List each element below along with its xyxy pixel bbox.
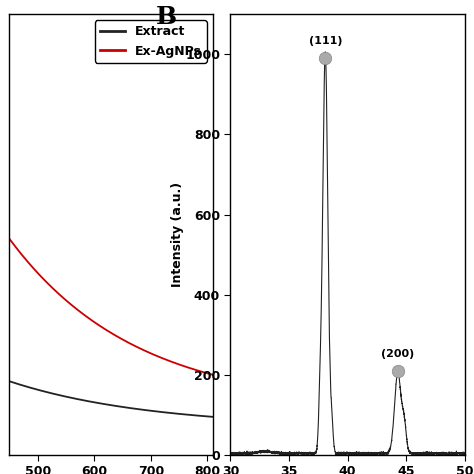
Text: (111): (111) [309, 36, 342, 46]
Text: B: B [155, 5, 177, 29]
Y-axis label: Intensity (a.u.): Intensity (a.u.) [171, 182, 184, 287]
Text: (200): (200) [381, 349, 414, 359]
Legend: Extract, Ex-AgNPs: Extract, Ex-AgNPs [95, 20, 207, 63]
